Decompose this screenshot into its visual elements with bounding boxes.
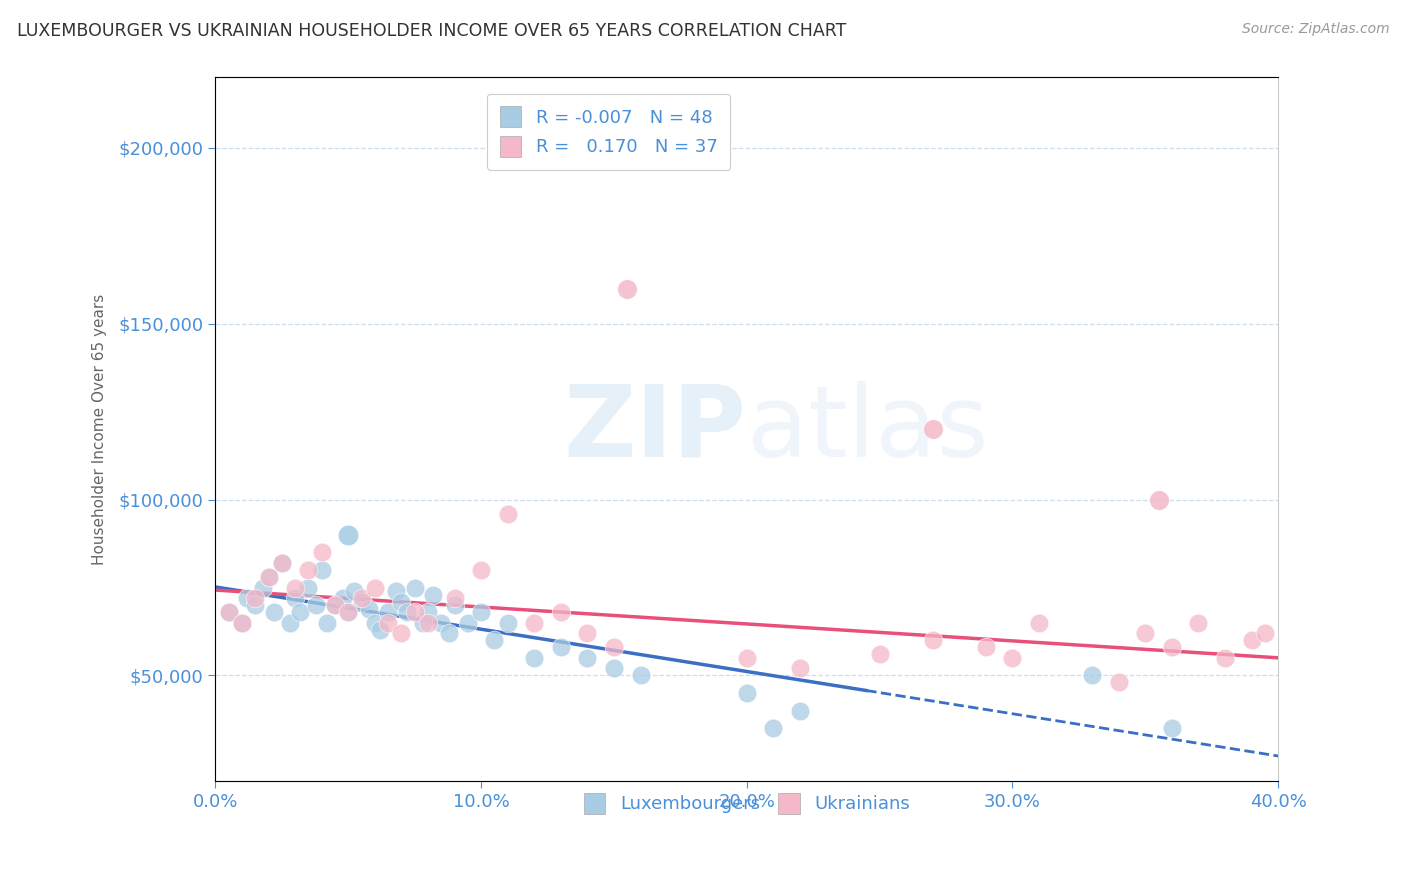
Point (305, 598, 328, 612)
Point (236, 591, 259, 605)
Point (1213, 651, 1236, 665)
Point (437, 626, 460, 640)
Point (550, 605, 572, 619)
Point (364, 615, 387, 630)
Point (523, 615, 546, 630)
Point (290, 605, 312, 619)
Point (342, 584, 364, 599)
Point (603, 661, 626, 675)
Point (735, 651, 758, 665)
Point (350, 594, 373, 608)
Point (263, 605, 285, 619)
Point (735, 686, 758, 700)
Point (1187, 615, 1209, 630)
Text: Source: ZipAtlas.com: Source: ZipAtlas.com (1241, 22, 1389, 37)
Text: ZIP: ZIP (564, 381, 747, 478)
Point (416, 615, 439, 630)
Point (245, 598, 267, 612)
Text: LUXEMBOURGER VS UKRAINIAN HOUSEHOLDER INCOME OVER 65 YEARS CORRELATION CHART: LUXEMBOURGER VS UKRAINIAN HOUSEHOLDER IN… (17, 22, 846, 40)
Point (1135, 626, 1157, 640)
Point (443, 598, 465, 612)
Point (412, 615, 434, 630)
Point (1028, 615, 1050, 630)
Point (496, 615, 519, 630)
Point (270, 556, 292, 570)
Point (1147, 492, 1170, 507)
Point (523, 651, 546, 665)
Point (921, 422, 943, 436)
Text: atlas: atlas (747, 381, 988, 478)
Y-axis label: Householder Income Over 65 years: Householder Income Over 65 years (93, 293, 107, 565)
Point (218, 605, 240, 619)
Point (350, 591, 373, 605)
Point (470, 605, 492, 619)
Point (389, 594, 412, 608)
Point (1001, 651, 1024, 665)
Point (245, 591, 267, 605)
Point (270, 556, 292, 570)
Point (416, 605, 439, 619)
Point (359, 601, 381, 615)
Point (603, 640, 626, 655)
Point (430, 615, 453, 630)
Point (218, 605, 240, 619)
Point (550, 640, 572, 655)
Point (616, 281, 638, 295)
Point (311, 563, 333, 577)
Point (630, 668, 652, 682)
Point (1254, 626, 1277, 640)
Point (921, 633, 943, 648)
Point (385, 584, 408, 599)
Point (496, 507, 519, 521)
Point (323, 598, 346, 612)
Point (323, 598, 346, 612)
Point (576, 651, 599, 665)
Point (231, 615, 253, 630)
Point (762, 721, 785, 735)
Point (389, 626, 412, 640)
Point (1161, 640, 1184, 655)
Point (1081, 668, 1104, 682)
Point (231, 615, 253, 630)
Point (576, 626, 599, 640)
Point (257, 570, 280, 584)
Point (1161, 721, 1184, 735)
Point (404, 605, 426, 619)
Legend: Luxembourgers, Ukrainians: Luxembourgers, Ukrainians (572, 782, 921, 825)
Point (404, 581, 426, 595)
Point (316, 615, 339, 630)
Point (332, 591, 354, 605)
Point (1108, 675, 1130, 690)
Point (422, 588, 444, 602)
Point (789, 661, 811, 675)
Point (484, 633, 506, 648)
Point (368, 623, 391, 637)
Point (1240, 633, 1263, 648)
Point (443, 591, 465, 605)
Point (284, 581, 307, 595)
Point (252, 581, 274, 595)
Point (257, 570, 280, 584)
Point (470, 563, 492, 577)
Point (364, 581, 387, 595)
Point (337, 605, 360, 619)
Point (974, 640, 997, 655)
Point (337, 605, 360, 619)
Point (395, 605, 418, 619)
Point (869, 648, 891, 662)
Point (337, 527, 360, 541)
Point (278, 615, 301, 630)
Point (377, 615, 399, 630)
Point (377, 605, 399, 619)
Point (789, 704, 811, 718)
Point (297, 581, 319, 595)
Point (297, 563, 319, 577)
Point (457, 615, 479, 630)
Point (311, 545, 333, 559)
Point (284, 591, 307, 605)
